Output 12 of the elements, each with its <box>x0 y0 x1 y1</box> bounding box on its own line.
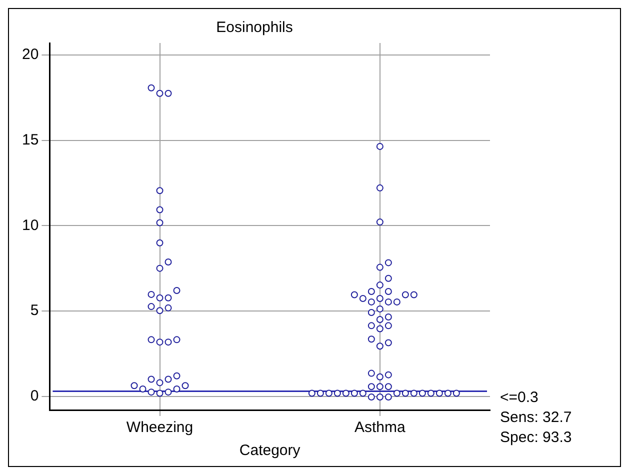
text: Spec: 93.3 <box>500 429 572 446</box>
x-tick-label: Asthma <box>354 419 406 436</box>
y-tick-label: 10 <box>22 216 39 234</box>
ref-line-label: <=0.3 <box>500 389 538 406</box>
chart-title: Eosinophils <box>216 19 293 36</box>
text: Sens: 32.7 <box>500 409 572 426</box>
y-tick-label: 20 <box>22 46 39 64</box>
y-tick-label: 15 <box>22 131 39 148</box>
y-tick-label: 5 <box>30 302 39 320</box>
x-axis-title: Category <box>239 442 301 460</box>
x-tick-label: Wheezing <box>126 419 194 436</box>
y-tick-label: 0 <box>30 387 39 404</box>
